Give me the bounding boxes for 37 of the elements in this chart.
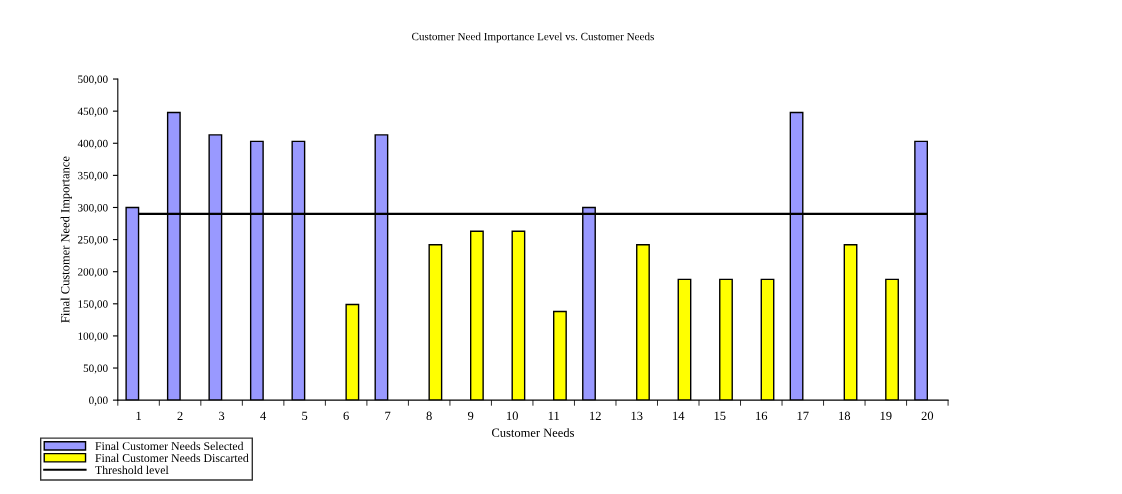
- chart-title: Customer Need Importance Level vs. Customer Needs: [411, 32, 654, 43]
- x-tick-label: 6: [343, 411, 349, 421]
- x-tick-label: 17: [797, 411, 809, 420]
- x-tick-label: 10: [507, 411, 518, 421]
- x-tick-label: 9: [467, 411, 474, 421]
- x-tick-label: 11: [548, 411, 559, 420]
- y-tick-label: 100,00: [78, 332, 108, 342]
- y-tick-label: 200,00: [78, 268, 108, 278]
- x-tick-label: 18: [839, 411, 851, 421]
- legend-label: Final Customer Needs Selected: [95, 441, 244, 451]
- y-tick-label: 300,00: [78, 203, 108, 214]
- y-axis-title: Final Customer Need Importance: [60, 156, 72, 323]
- y-tick-label: 250,00: [78, 236, 108, 246]
- legend-label: Final Customer Needs Discarted: [95, 453, 249, 463]
- y-tick-label: 350,00: [78, 171, 108, 181]
- x-tick-label: 12: [590, 411, 601, 420]
- x-tick-label: 20: [921, 411, 934, 421]
- x-tick-label: 1: [136, 411, 141, 420]
- x-tick-label: 16: [756, 411, 768, 421]
- y-tick-label: 50,00: [83, 364, 108, 374]
- y-tick-label: 450,00: [77, 107, 108, 117]
- x-tick-label: 8: [426, 411, 432, 421]
- x-tick-label: 7: [385, 411, 391, 420]
- x-tick-label: 3: [219, 411, 225, 421]
- x-tick-label: 4: [260, 411, 267, 420]
- x-tick-label: 13: [631, 411, 643, 421]
- x-tick-label: 14: [673, 411, 685, 420]
- x-tick-label: 15: [714, 411, 726, 421]
- y-tick-label: 500,00: [78, 75, 108, 85]
- y-tick-label: 0,00: [89, 396, 108, 406]
- legend-label: Threshold level: [95, 465, 169, 474]
- x-tick-label: 5: [302, 411, 308, 421]
- x-tick-label: 2: [177, 411, 183, 420]
- x-axis-title: Customer Needs: [491, 428, 574, 437]
- y-tick-label: 150,00: [78, 300, 108, 310]
- y-tick-label: 400,00: [77, 139, 108, 149]
- x-tick-label: 19: [880, 411, 892, 421]
